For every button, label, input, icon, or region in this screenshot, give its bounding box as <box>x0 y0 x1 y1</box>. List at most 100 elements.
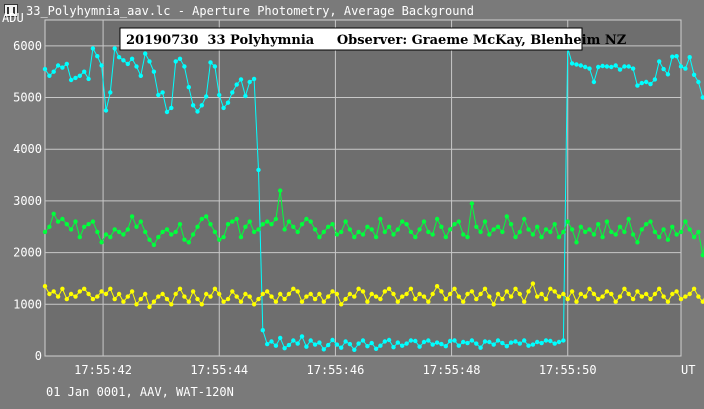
data-point <box>439 289 444 294</box>
data-point <box>299 299 305 304</box>
data-point <box>443 296 448 302</box>
data-point <box>208 294 213 299</box>
data-point <box>143 229 148 235</box>
data-point <box>691 234 697 240</box>
data-point <box>391 232 396 237</box>
data-point <box>526 227 531 232</box>
data-point <box>469 201 475 206</box>
data-point <box>404 291 409 297</box>
data-point <box>487 232 492 237</box>
data-point <box>251 229 257 235</box>
data-point <box>247 294 252 299</box>
data-point <box>369 227 374 232</box>
data-point <box>596 64 601 70</box>
data-point <box>121 232 126 237</box>
data-point <box>169 105 174 111</box>
data-point <box>230 90 235 95</box>
data-point <box>687 55 692 60</box>
data-point <box>500 229 505 235</box>
data-point <box>217 237 222 242</box>
data-point <box>378 216 383 222</box>
data-point <box>199 302 204 307</box>
data-point <box>77 234 83 240</box>
x-axis-ticks: 17:55:42 17:55:44 17:55:46 17:55:48 17:55:50 <box>74 363 596 377</box>
data-point <box>147 237 152 242</box>
data-point <box>82 286 87 291</box>
data-point <box>687 227 692 232</box>
data-point <box>273 343 279 348</box>
data-point <box>291 338 296 343</box>
data-point <box>617 224 623 229</box>
data-point <box>591 79 597 85</box>
data-point <box>51 69 56 74</box>
data-point <box>548 338 553 344</box>
data-point <box>644 79 649 85</box>
data-point <box>238 77 244 82</box>
data-point <box>678 229 684 235</box>
data-point <box>461 232 466 237</box>
data-point <box>639 80 644 86</box>
y-tick-label: 4000 <box>13 142 42 156</box>
data-point <box>373 294 379 299</box>
data-point <box>356 286 361 291</box>
data-point <box>635 83 640 88</box>
data-point <box>160 90 165 95</box>
data-point <box>609 229 614 235</box>
data-point <box>561 229 566 235</box>
data-point <box>674 289 679 294</box>
data-point <box>291 286 296 291</box>
data-point <box>600 63 605 69</box>
data-point <box>82 69 87 74</box>
chart-title-box <box>119 27 583 51</box>
data-point <box>452 222 457 227</box>
data-point <box>648 219 653 224</box>
data-point <box>487 294 492 299</box>
data-point <box>578 291 583 297</box>
data-point <box>421 219 427 224</box>
data-point <box>478 291 483 297</box>
data-point <box>190 103 196 108</box>
data-point <box>182 294 187 299</box>
data-point <box>42 229 48 235</box>
data-point <box>413 338 418 344</box>
data-point <box>173 59 178 64</box>
data-point <box>700 253 704 258</box>
data-point <box>260 291 265 297</box>
data-point <box>82 224 87 229</box>
data-point <box>295 289 300 294</box>
data-point <box>604 64 610 69</box>
series-layer <box>42 45 704 352</box>
data-point <box>447 227 453 232</box>
data-point <box>269 222 274 227</box>
x-tick-label: 17:55:44 <box>190 363 248 377</box>
y-tick-label: 6000 <box>13 39 42 53</box>
data-point <box>365 344 370 349</box>
data-point <box>461 339 466 345</box>
data-point <box>51 289 56 294</box>
data-point <box>356 341 361 346</box>
data-point <box>64 61 70 67</box>
data-point <box>578 63 583 68</box>
data-point <box>395 299 400 304</box>
data-point <box>417 227 422 232</box>
data-point <box>495 338 501 343</box>
data-point <box>539 340 544 346</box>
data-point <box>186 240 191 245</box>
data-point <box>238 299 244 304</box>
data-point <box>630 296 636 302</box>
y-axis-label: ADU <box>2 11 24 25</box>
data-point <box>295 229 300 235</box>
data-point <box>326 294 331 299</box>
data-point <box>591 291 597 297</box>
data-point <box>347 227 353 232</box>
data-point <box>513 286 518 291</box>
data-point <box>164 109 170 115</box>
data-point <box>408 286 414 291</box>
data-point <box>334 232 340 237</box>
data-point <box>282 296 287 302</box>
data-point <box>147 304 152 310</box>
data-point <box>678 64 684 69</box>
data-point <box>613 232 618 237</box>
data-point <box>556 339 562 345</box>
data-point <box>86 222 91 227</box>
